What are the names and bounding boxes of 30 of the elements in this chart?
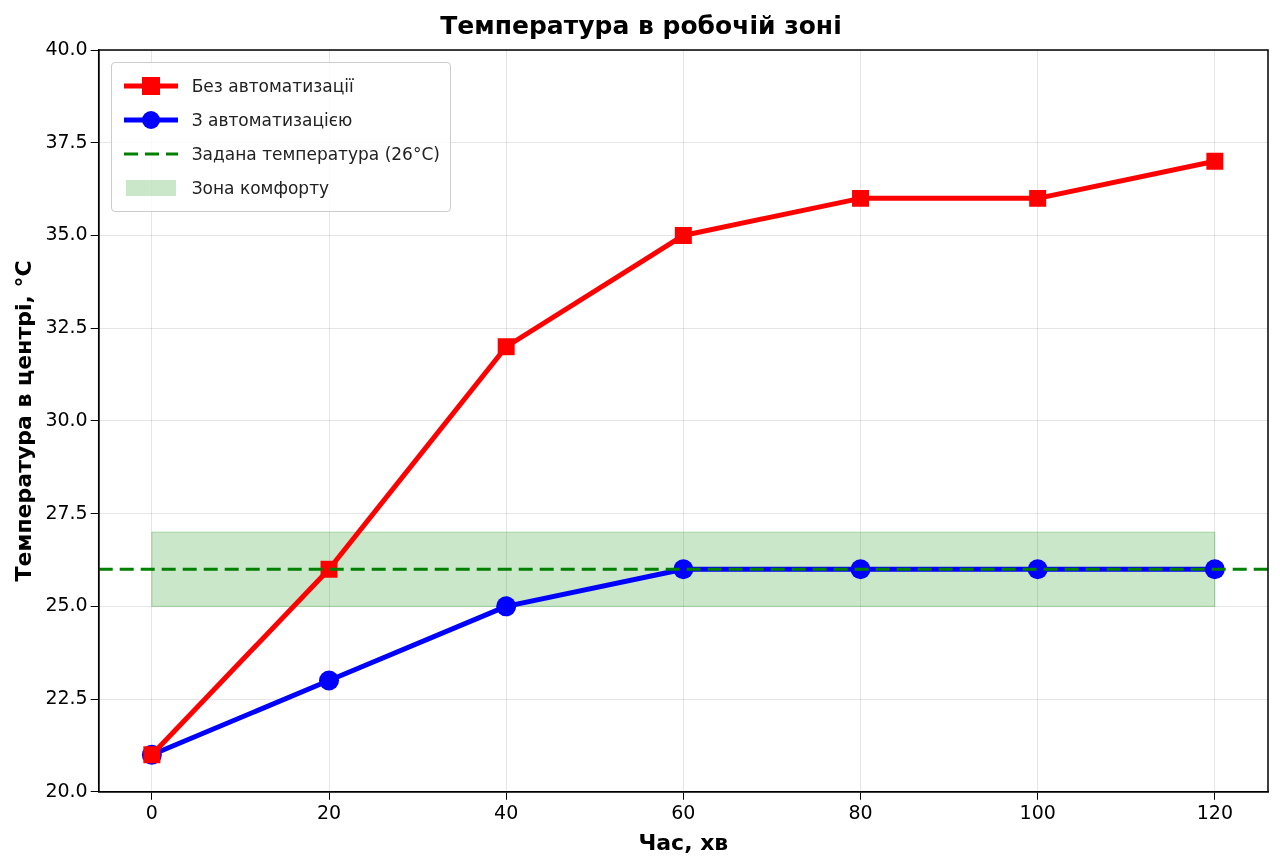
- point: [496, 596, 517, 617]
- y-axis-title: Температура в центрі, °C: [10, 260, 36, 582]
- y-tick-label: 22.5: [45, 686, 88, 709]
- x-tick-label: 60: [671, 801, 696, 824]
- legend-label: Задана температура (26°C): [191, 144, 440, 164]
- y-tick-label: 35.0: [45, 222, 88, 245]
- point: [852, 189, 869, 207]
- point: [497, 338, 515, 356]
- x-tick-label: 40: [494, 801, 519, 824]
- point: [1206, 152, 1224, 170]
- y-tick-label: 32.5: [45, 315, 88, 338]
- y-tick-label: 40.0: [45, 36, 88, 59]
- y-tick-label: 30.0: [45, 407, 88, 430]
- x-tick-label: 80: [848, 801, 873, 824]
- x-tick-label: 100: [1019, 801, 1056, 824]
- x-tick-label: 120: [1196, 801, 1233, 824]
- legend-label: З автоматизацією: [191, 110, 353, 130]
- legend-label: Без автоматизації: [191, 76, 354, 96]
- x-axis-title: Час, хв: [638, 829, 729, 855]
- legend-label: Зона комфорту: [191, 178, 330, 198]
- y-tick-label: 20.0: [45, 778, 88, 801]
- point: [1029, 189, 1047, 207]
- y-tick-label: 27.5: [45, 500, 88, 523]
- point: [319, 670, 340, 691]
- y-tick-label: 25.0: [45, 593, 88, 616]
- x-tick-label: 0: [145, 801, 158, 824]
- chart-title: Температура в робочій зоні: [440, 10, 842, 40]
- point: [674, 226, 692, 244]
- y-tick-label: 37.5: [45, 129, 88, 152]
- x-tick-label: 20: [316, 801, 342, 824]
